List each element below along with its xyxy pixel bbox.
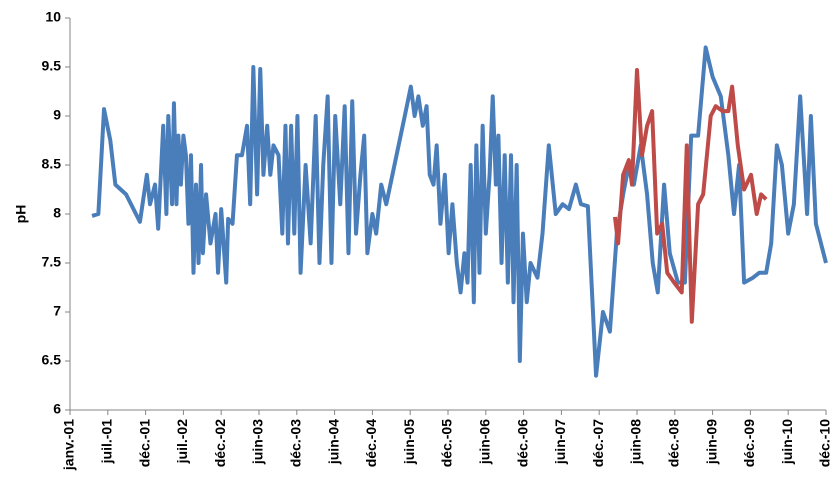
- x-tick-label: déc.-02: [212, 419, 228, 467]
- x-tick-label: déc.-06: [514, 419, 530, 467]
- y-tick-label: 10: [45, 9, 61, 25]
- x-tick-label: juin-08: [628, 419, 644, 465]
- x-tick-label: déc.-10: [817, 419, 833, 467]
- series-line: [91, 45, 828, 378]
- x-tick-label: juin-09: [703, 419, 719, 465]
- x-tick-label: juin-10: [779, 419, 795, 465]
- y-tick-label: 8: [53, 205, 61, 221]
- x-tick-label: déc.-01: [136, 419, 152, 467]
- x-tick-label: déc.-05: [439, 419, 455, 467]
- y-tick-label: 8.5: [42, 156, 62, 172]
- y-tick-label: 6.5: [42, 352, 62, 368]
- x-tick-label: juin-04: [325, 419, 341, 465]
- x-tick-label: déc.-09: [741, 419, 757, 467]
- x-tick-label: juin-05: [401, 419, 417, 465]
- x-tick-label: déc.-03: [288, 419, 304, 467]
- x-tick-label: juil.-01: [99, 419, 115, 465]
- x-tick-label: janv.-01: [61, 419, 77, 471]
- x-tick-label: juil.-02: [174, 419, 190, 465]
- y-tick-label: 7: [53, 303, 61, 319]
- x-tick-label: déc.-08: [666, 419, 682, 467]
- x-tick-label: juin-06: [477, 419, 493, 465]
- y-tick-label: 7.5: [42, 254, 62, 270]
- x-tick-label: déc.-07: [590, 419, 606, 467]
- x-tick-label: déc.-04: [363, 419, 379, 467]
- x-tick-label: juin-07: [552, 419, 568, 465]
- y-tick-label: 6: [53, 401, 61, 417]
- series-line: [612, 67, 768, 324]
- y-tick-label: 9: [53, 107, 61, 123]
- y-axis-label: pH: [13, 205, 29, 224]
- y-tick-label: 9.5: [42, 58, 62, 74]
- x-tick-label: juin-03: [250, 419, 266, 465]
